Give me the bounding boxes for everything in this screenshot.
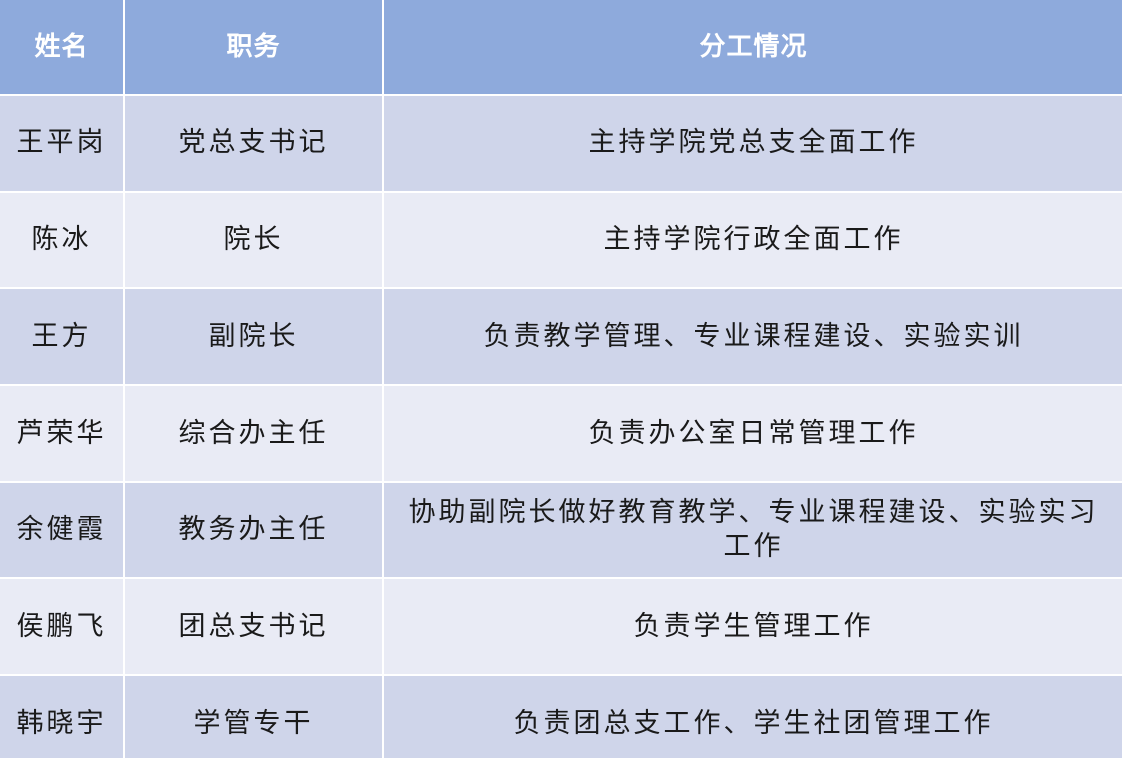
header-cell: 姓名 [0, 0, 123, 94]
table-cell: 负责教学管理、专业课程建设、实验实训 [384, 289, 1122, 385]
table-cell: 负责学生管理工作 [384, 579, 1122, 675]
table-cell: 党总支书记 [125, 96, 382, 191]
table-cell: 王平岗 [0, 96, 123, 191]
table-cell: 副院长 [125, 289, 382, 385]
table-cell: 侯鹏飞 [0, 579, 123, 675]
table-cell: 团总支书记 [125, 579, 382, 675]
table-cell: 院长 [125, 192, 382, 288]
table-cell: 芦荣华 [0, 386, 123, 481]
header-cell: 职务 [125, 0, 382, 94]
table-cell: 综合办主任 [125, 386, 382, 481]
table-cell: 王方 [0, 289, 123, 385]
table-cell: 学管专干 [125, 676, 382, 758]
table-cell: 负责团总支工作、学生社团管理工作 [384, 676, 1122, 758]
table-cell: 陈冰 [0, 192, 123, 288]
table-cell: 教务办主任 [125, 482, 382, 578]
table-cell: 韩晓宇 [0, 676, 123, 758]
table-cell: 主持学院党总支全面工作 [384, 96, 1122, 191]
table-cell: 主持学院行政全面工作 [384, 192, 1122, 288]
table-cell: 余健霞 [0, 482, 123, 578]
header-cell: 分工情况 [384, 0, 1122, 94]
table-cell: 协助副院长做好教育教学、专业课程建设、实验实习工作 [384, 482, 1122, 578]
table-cell: 负责办公室日常管理工作 [384, 386, 1122, 481]
